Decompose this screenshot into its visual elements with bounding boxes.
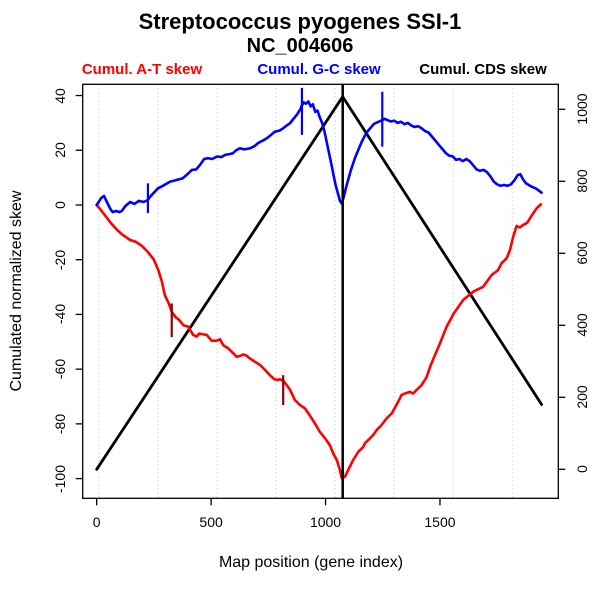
y-right-tick-label: 1000	[574, 93, 590, 125]
legend-item-cds-skew: Cumul. CDS skew	[419, 61, 547, 78]
y-right-tick-label: 0	[574, 465, 590, 474]
y-right-tick-label: 600	[574, 241, 590, 265]
plot-border	[82, 83, 559, 499]
y-left-tick-label: 40	[52, 87, 68, 104]
x-tick-label: 0	[92, 514, 101, 530]
legend-item-at-skew: Cumul. A-T skew	[81, 61, 203, 78]
y-left-tick-label: -40	[52, 304, 68, 325]
x-tick-label: 1500	[424, 514, 456, 530]
y-right-tick-label: 800	[574, 169, 590, 193]
series-line-cumul-a-t-skew	[95, 203, 543, 480]
x-tick-label: 500	[199, 514, 223, 530]
y-left-tick-label: -20	[52, 249, 68, 270]
y-left-tick-label: 0	[52, 201, 68, 209]
x-tick-label: 1000	[309, 514, 342, 530]
x-axis-title: Map position (gene index)	[218, 554, 404, 571]
y-left-tick-label: -60	[52, 359, 68, 380]
chart-subtitle: NC_004606	[246, 35, 354, 57]
y-right-tick-label: 400	[574, 313, 590, 337]
legend-item-gc-skew: Cumul. G-C skew	[257, 61, 381, 78]
y-left-tick-label: -100	[52, 464, 68, 493]
chart-title: Streptococcus pyogenes SSI-1	[138, 9, 462, 34]
y-right-tick-label: 200	[574, 385, 590, 409]
series-line-cumul-g-c-skew	[95, 100, 543, 214]
y-left-tick-label: 20	[52, 142, 68, 159]
y-left-tick-label: -80	[52, 413, 68, 434]
